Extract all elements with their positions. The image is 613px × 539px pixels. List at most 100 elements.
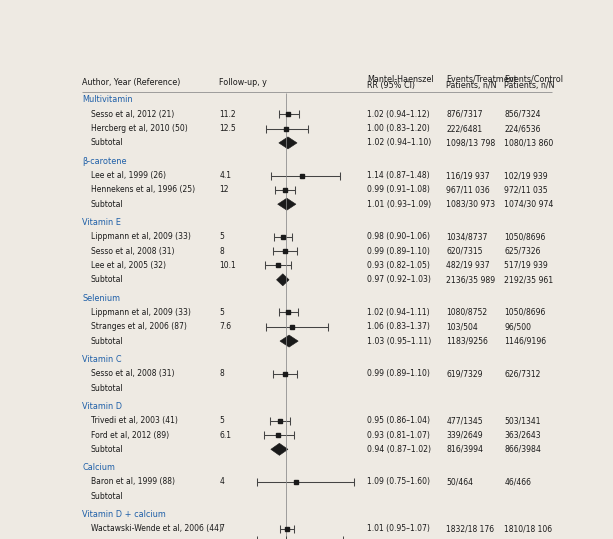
Polygon shape <box>279 137 297 149</box>
Text: 967/11 036: 967/11 036 <box>446 185 490 195</box>
Text: Follow-up, y: Follow-up, y <box>219 78 267 87</box>
Text: Patients, n/N: Patients, n/N <box>446 81 497 90</box>
Text: 102/19 939: 102/19 939 <box>504 171 548 180</box>
Text: 1050/8696: 1050/8696 <box>504 308 546 317</box>
Text: Lee et al, 1999 (26): Lee et al, 1999 (26) <box>91 171 166 180</box>
Text: 1183/9256: 1183/9256 <box>446 336 488 345</box>
Text: 1146/9196: 1146/9196 <box>504 336 546 345</box>
Text: 625/7326: 625/7326 <box>504 247 541 255</box>
Text: 339/2649: 339/2649 <box>446 431 483 439</box>
Text: 5: 5 <box>219 416 224 425</box>
Text: 1832/18 176: 1832/18 176 <box>446 524 494 534</box>
Text: 619/7329: 619/7329 <box>446 369 482 378</box>
Text: Lippmann et al, 2009 (33): Lippmann et al, 2009 (33) <box>91 232 191 241</box>
Text: 503/1341: 503/1341 <box>504 416 541 425</box>
Text: 1083/30 973: 1083/30 973 <box>446 199 495 209</box>
Text: Lippmann et al, 2009 (33): Lippmann et al, 2009 (33) <box>91 308 191 317</box>
Text: 7.6: 7.6 <box>219 322 231 331</box>
Text: 620/7315: 620/7315 <box>446 247 482 255</box>
Text: 1.02 (0.94–1.10): 1.02 (0.94–1.10) <box>367 139 432 147</box>
Text: 816/3994: 816/3994 <box>446 445 483 454</box>
Text: β-carotene: β-carotene <box>82 157 127 165</box>
Text: 0.93 (0.82–1.05): 0.93 (0.82–1.05) <box>367 261 430 270</box>
Text: 1810/18 106: 1810/18 106 <box>504 524 552 534</box>
Text: 5: 5 <box>219 232 224 241</box>
Text: Vitamin C: Vitamin C <box>82 355 122 364</box>
Text: 12.5: 12.5 <box>219 124 236 133</box>
Text: Hennekens et al, 1996 (25): Hennekens et al, 1996 (25) <box>91 185 195 195</box>
Text: 8: 8 <box>219 369 224 378</box>
Text: Subtotal: Subtotal <box>91 384 124 392</box>
Text: 1.09 (0.75–1.60): 1.09 (0.75–1.60) <box>367 478 430 487</box>
Text: Events/Control: Events/Control <box>504 75 563 84</box>
Text: 856/7324: 856/7324 <box>504 110 541 119</box>
Text: 1.06 (0.83–1.37): 1.06 (0.83–1.37) <box>367 322 430 331</box>
Text: Trivedi et al, 2003 (41): Trivedi et al, 2003 (41) <box>91 416 178 425</box>
Text: 12: 12 <box>219 185 229 195</box>
Text: 1034/8737: 1034/8737 <box>446 232 487 241</box>
Text: Calcium: Calcium <box>82 463 115 472</box>
Text: Hercberg et al, 2010 (50): Hercberg et al, 2010 (50) <box>91 124 188 133</box>
Polygon shape <box>271 443 288 455</box>
Text: Author, Year (Reference): Author, Year (Reference) <box>82 78 181 87</box>
Text: 2192/35 961: 2192/35 961 <box>504 275 554 284</box>
Text: 0.98 (0.90–1.06): 0.98 (0.90–1.06) <box>367 232 430 241</box>
Text: Ford et al, 2012 (89): Ford et al, 2012 (89) <box>91 431 169 439</box>
Polygon shape <box>276 274 289 286</box>
Text: 1.02 (0.94–1.12): 1.02 (0.94–1.12) <box>367 110 430 119</box>
Polygon shape <box>278 198 296 210</box>
Text: Patients, n/N: Patients, n/N <box>504 81 555 90</box>
Text: Vitamin E: Vitamin E <box>82 218 121 227</box>
Text: 1.00 (0.83–1.20): 1.00 (0.83–1.20) <box>367 124 430 133</box>
Text: 10.1: 10.1 <box>219 261 236 270</box>
Text: Events/Treatment: Events/Treatment <box>446 75 517 84</box>
Text: Vitamin D + calcium: Vitamin D + calcium <box>82 510 166 519</box>
Text: Sesso et al, 2008 (31): Sesso et al, 2008 (31) <box>91 369 174 378</box>
Text: Stranges et al, 2006 (87): Stranges et al, 2006 (87) <box>91 322 187 331</box>
Text: Subtotal: Subtotal <box>91 139 124 147</box>
Text: 4.1: 4.1 <box>219 171 231 180</box>
Text: 6.1: 6.1 <box>219 431 231 439</box>
Text: 517/19 939: 517/19 939 <box>504 261 548 270</box>
Polygon shape <box>280 335 298 347</box>
Text: 482/19 937: 482/19 937 <box>446 261 490 270</box>
Text: 0.99 (0.89–1.10): 0.99 (0.89–1.10) <box>367 247 430 255</box>
Text: 0.99 (0.91–1.08): 0.99 (0.91–1.08) <box>367 185 430 195</box>
Text: Multivitamin: Multivitamin <box>82 95 133 105</box>
Text: 103/504: 103/504 <box>446 322 478 331</box>
Text: Vitamin D: Vitamin D <box>82 402 123 411</box>
Text: RR (95% CI): RR (95% CI) <box>367 81 416 90</box>
Text: Sesso et al, 2012 (21): Sesso et al, 2012 (21) <box>91 110 174 119</box>
Text: 876/7317: 876/7317 <box>446 110 482 119</box>
Text: 972/11 035: 972/11 035 <box>504 185 548 195</box>
Text: 1.02 (0.94–1.11): 1.02 (0.94–1.11) <box>367 308 430 317</box>
Text: 0.93 (0.81–1.07): 0.93 (0.81–1.07) <box>367 431 430 439</box>
Text: 5: 5 <box>219 308 224 317</box>
Text: Mantel-Haenszel: Mantel-Haenszel <box>367 75 434 84</box>
Text: 116/19 937: 116/19 937 <box>446 171 490 180</box>
Text: 1050/8696: 1050/8696 <box>504 232 546 241</box>
Text: Lee et al, 2005 (32): Lee et al, 2005 (32) <box>91 261 166 270</box>
Text: 2136/35 989: 2136/35 989 <box>446 275 495 284</box>
Text: 4: 4 <box>219 478 224 487</box>
Text: 1.03 (0.95–1.11): 1.03 (0.95–1.11) <box>367 336 432 345</box>
Text: Baron et al, 1999 (88): Baron et al, 1999 (88) <box>91 478 175 487</box>
Text: 1.14 (0.87–1.48): 1.14 (0.87–1.48) <box>367 171 430 180</box>
Text: 1080/8752: 1080/8752 <box>446 308 487 317</box>
Text: 626/7312: 626/7312 <box>504 369 541 378</box>
Text: Subtotal: Subtotal <box>91 445 124 454</box>
Text: 1098/13 798: 1098/13 798 <box>446 139 495 147</box>
Text: 477/1345: 477/1345 <box>446 416 483 425</box>
Text: 1080/13 860: 1080/13 860 <box>504 139 554 147</box>
Text: 0.95 (0.86–1.04): 0.95 (0.86–1.04) <box>367 416 430 425</box>
Text: 1.01 (0.93–1.09): 1.01 (0.93–1.09) <box>367 199 432 209</box>
Text: Sesso et al, 2008 (31): Sesso et al, 2008 (31) <box>91 247 174 255</box>
Text: 46/466: 46/466 <box>504 478 531 487</box>
Text: Subtotal: Subtotal <box>91 336 124 345</box>
Text: 222/6481: 222/6481 <box>446 124 482 133</box>
Text: 1.01 (0.95–1.07): 1.01 (0.95–1.07) <box>367 524 430 534</box>
Text: 1074/30 974: 1074/30 974 <box>504 199 554 209</box>
Text: Wactawski-Wende et al, 2006 (44): Wactawski-Wende et al, 2006 (44) <box>91 524 222 534</box>
Text: 224/6536: 224/6536 <box>504 124 541 133</box>
Text: 50/464: 50/464 <box>446 478 473 487</box>
